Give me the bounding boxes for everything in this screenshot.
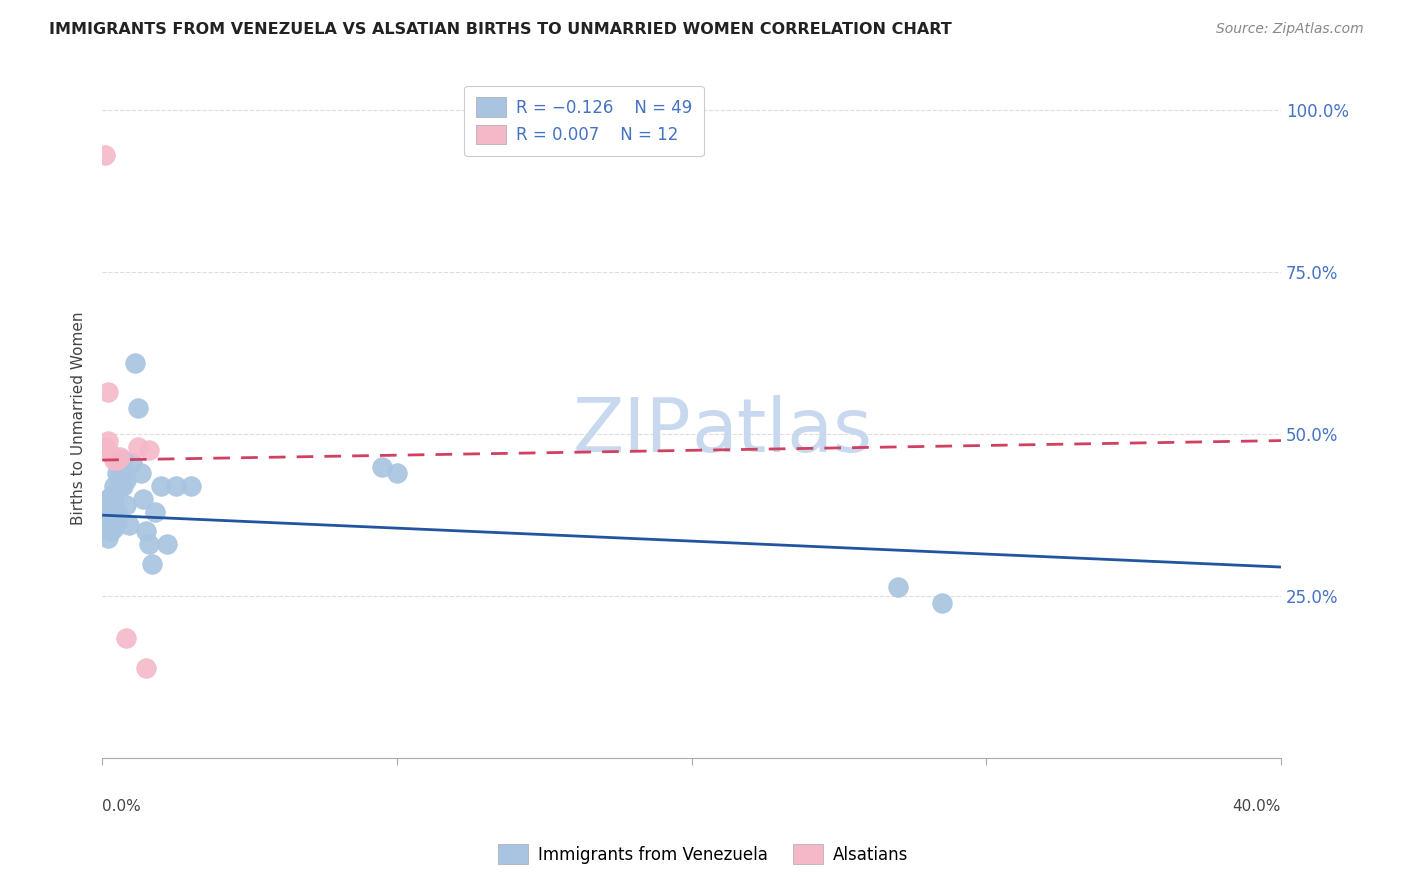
Point [94,521,117,535]
Point [111,453,134,467]
Point [132,491,155,506]
Point [100,508,122,523]
Point [103,521,125,535]
Point [94,440,117,454]
Point [97,384,120,399]
Point [94,501,117,516]
Point [97,499,120,513]
Point [135,524,157,539]
Point [114,499,136,513]
Point [94,511,117,525]
Point [371,459,394,474]
Point [165,479,187,493]
Point [103,508,125,523]
Point [105,453,128,467]
Point [114,473,136,487]
Point [97,521,120,535]
Point [114,632,136,646]
Point [103,489,125,503]
Point [100,517,122,532]
Point [127,440,149,454]
Point [100,524,122,539]
Point [138,443,160,458]
Point [97,505,120,519]
Point [127,401,149,416]
Point [124,356,146,370]
Point [103,453,125,467]
Point [118,517,141,532]
Text: Source: ZipAtlas.com: Source: ZipAtlas.com [1216,22,1364,37]
Point [100,446,122,460]
Point [385,466,408,480]
Point [100,489,122,503]
Y-axis label: Births to Unmarried Women: Births to Unmarried Women [72,311,86,524]
Point [150,479,173,493]
Point [138,537,160,551]
Point [97,531,120,545]
Point [111,479,134,493]
Point [94,148,117,162]
Text: ZIP: ZIP [572,395,692,468]
Point [887,580,910,594]
Point [135,660,157,674]
Text: IMMIGRANTS FROM VENEZUELA VS ALSATIAN BIRTHS TO UNMARRIED WOMEN CORRELATION CHAR: IMMIGRANTS FROM VENEZUELA VS ALSATIAN BI… [49,22,952,37]
Point [129,466,152,480]
Point [108,453,131,467]
Text: 40.0%: 40.0% [1233,799,1281,814]
Point [111,466,134,480]
Point [100,495,122,509]
Point [180,479,202,493]
Legend: R = −0.126    N = 49, R = 0.007    N = 12: R = −0.126 N = 49, R = 0.007 N = 12 [464,86,704,156]
Point [103,499,125,513]
Point [105,505,128,519]
Point [108,450,131,464]
Point [108,479,131,493]
Text: 0.0%: 0.0% [103,799,141,814]
Point [108,469,131,483]
Text: atlas: atlas [692,395,873,468]
Point [97,491,120,506]
Point [121,456,143,470]
Point [103,479,125,493]
Point [141,557,163,571]
Point [156,537,179,551]
Point [931,596,953,610]
Point [100,501,122,516]
Point [97,434,120,448]
Point [97,511,120,525]
Point [105,466,128,480]
Point [105,515,128,529]
Point [143,505,166,519]
Legend: Immigrants from Venezuela, Alsatians: Immigrants from Venezuela, Alsatians [491,838,915,871]
